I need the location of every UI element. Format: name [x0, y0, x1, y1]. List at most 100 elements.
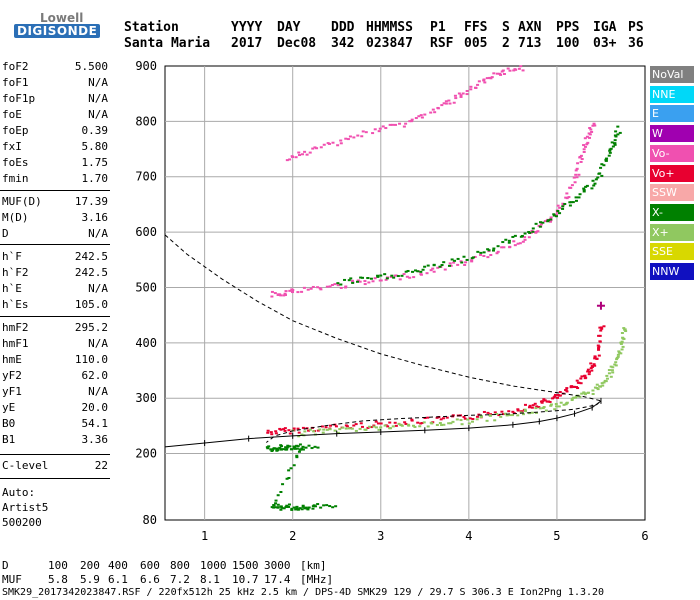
echo-mark — [315, 147, 319, 150]
echo-mark — [328, 285, 332, 288]
auto-label: Auto: — [2, 486, 36, 499]
echo-mark — [412, 424, 416, 427]
echo-mark — [584, 376, 588, 379]
echo-mark — [266, 431, 270, 434]
echo-mark — [582, 148, 586, 151]
echo-mark — [461, 92, 465, 95]
echo-mark — [585, 143, 589, 146]
y-tick-label: 900 — [135, 59, 157, 73]
footer-muf-value: 6.1 — [108, 573, 128, 586]
x-tick-label: 3 — [377, 529, 384, 543]
header-label: DDD — [331, 20, 355, 35]
echo-mark — [466, 418, 470, 421]
echo-mark — [589, 367, 593, 370]
echo-mark — [465, 258, 469, 261]
echo-mark — [352, 136, 356, 139]
echo-mark — [280, 445, 284, 448]
echo-mark — [325, 428, 329, 431]
echo-mark — [282, 507, 286, 510]
echo-mark — [410, 118, 414, 121]
echo-mark — [474, 86, 478, 89]
echo-mark — [352, 424, 356, 427]
echo-mark — [276, 503, 280, 506]
header-value: 2017 — [231, 36, 263, 51]
echo-mark — [324, 426, 328, 429]
param-value: 54.1 — [81, 417, 109, 430]
echo-mark — [279, 505, 283, 508]
echo-mark — [433, 111, 437, 114]
echo-mark — [297, 435, 301, 438]
echo-mark — [592, 363, 596, 366]
echo-mark — [500, 246, 504, 249]
param-label: h`Es — [2, 298, 29, 311]
echo-mark — [338, 428, 342, 431]
param-value: 110.0 — [74, 353, 108, 366]
echo-mark — [346, 138, 350, 141]
echo-mark — [486, 256, 490, 259]
echo-mark — [565, 390, 569, 393]
echo-mark — [377, 130, 381, 133]
echo-mark — [533, 402, 537, 405]
echo-mark — [585, 184, 589, 187]
echo-mark — [482, 78, 486, 81]
header-label: HHMMSS — [366, 20, 413, 35]
param-value: 242.5 — [74, 266, 108, 279]
echo-mark — [520, 410, 524, 413]
echo-mark — [334, 425, 338, 428]
echo-mark — [371, 280, 375, 283]
echo-mark — [496, 250, 500, 253]
echo-mark — [319, 146, 323, 149]
echo-mark — [588, 136, 592, 139]
echo-mark — [292, 447, 296, 450]
echo-mark — [429, 111, 433, 114]
echo-mark — [519, 411, 523, 414]
echo-mark — [393, 421, 397, 424]
echo-mark — [558, 212, 562, 215]
echo-mark — [281, 448, 285, 451]
header-value: 03+ — [593, 36, 617, 51]
echo-mark — [411, 270, 415, 273]
echo-mark — [508, 69, 512, 72]
param-value: 20.0 — [81, 401, 109, 414]
echo-mark — [597, 347, 601, 350]
echo-mark — [432, 270, 436, 273]
echo-mark — [549, 403, 553, 406]
echo-mark — [585, 135, 589, 138]
echo-mark — [316, 429, 320, 432]
echo-mark — [379, 274, 383, 277]
echo-mark — [624, 330, 628, 333]
footer-muf-value: 10.7 — [232, 573, 259, 586]
echo-mark — [279, 294, 283, 297]
y-tick-label: 600 — [135, 225, 157, 239]
legend-item: X- — [650, 203, 694, 221]
param-value: 0.39 — [81, 124, 109, 137]
header-label: P1 — [430, 20, 446, 35]
echo-mark — [394, 424, 398, 427]
param-value: N/A — [88, 227, 108, 240]
echo-mark — [430, 422, 434, 425]
echo-mark — [527, 406, 531, 409]
echo-mark — [512, 240, 516, 243]
param-label: yF2 — [2, 369, 22, 382]
echo-mark — [275, 447, 279, 450]
echo-mark — [313, 445, 317, 448]
echo-mark — [580, 375, 584, 378]
header-label: PPS — [556, 20, 580, 35]
param-value: 1.70 — [81, 172, 109, 185]
echo-mark — [620, 332, 624, 335]
echo-mark — [595, 383, 599, 386]
footer-d-value: 800 — [170, 559, 190, 572]
param-label: h`F — [2, 250, 22, 263]
echo-mark — [296, 291, 300, 294]
echo-mark — [572, 385, 576, 388]
echo-mark — [619, 342, 623, 345]
echo-mark — [366, 426, 370, 429]
echo-mark — [516, 242, 520, 245]
echo-mark — [611, 366, 615, 369]
echo-mark — [312, 430, 316, 433]
echo-mark — [363, 280, 367, 283]
echo-mark — [321, 431, 325, 434]
echo-mark — [300, 508, 304, 511]
echo-mark — [339, 283, 343, 286]
echo-mark — [322, 428, 326, 431]
